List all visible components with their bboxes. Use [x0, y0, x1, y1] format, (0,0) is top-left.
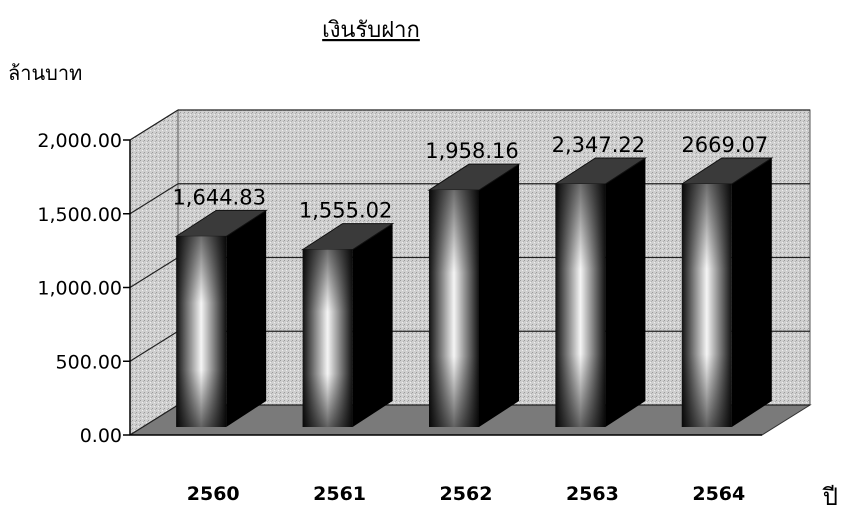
- y-tick-label: 0.00: [80, 425, 122, 447]
- data-label: 2,347.22: [552, 133, 646, 157]
- x-tick-labels: 2560 2561 2562 2563 2564: [187, 483, 745, 505]
- bar-shade: [681, 184, 732, 427]
- x-tick-label: 2563: [566, 483, 619, 505]
- x-tick-label: 2560: [187, 483, 240, 505]
- gridline-side: [129, 256, 179, 289]
- chart-title: เงินรับฝาก: [322, 18, 420, 43]
- data-label: 2669.07: [681, 133, 768, 157]
- bar-side: [605, 158, 646, 427]
- y-tick-labels: 0.00 500.00 1,000.00 1,500.00 2,000.00: [37, 130, 122, 447]
- gridline-side: [129, 109, 179, 141]
- x-tick-label: 2564: [692, 483, 745, 505]
- gridline-side: [129, 404, 179, 436]
- y-tick-label: 1,500.00: [37, 204, 122, 226]
- x-axis-label: ปี: [822, 483, 838, 511]
- x-tick-label: 2561: [313, 483, 366, 505]
- y-tick-label: 2,000.00: [37, 130, 122, 152]
- bar-side: [479, 164, 519, 428]
- bar-side: [226, 210, 267, 427]
- data-label: 1,644.83: [172, 185, 266, 209]
- bar-shade: [555, 184, 606, 427]
- x-tick-label: 2562: [440, 483, 493, 505]
- bar-side: [731, 158, 772, 427]
- bar-top: [427, 163, 521, 191]
- bar: [680, 157, 774, 427]
- gridline-side: [129, 330, 179, 362]
- bar-side: [352, 223, 393, 427]
- bar: [174, 209, 268, 427]
- y-tick-label: 500.00: [56, 351, 122, 373]
- y-tick-label: 1,000.00: [37, 278, 122, 300]
- bars: [174, 157, 774, 428]
- bar: [427, 163, 521, 428]
- bar-shade: [429, 190, 479, 427]
- bar: [300, 223, 395, 427]
- axes: [123, 139, 762, 436]
- bar-shade: [176, 236, 227, 427]
- data-label: 1,555.02: [299, 199, 393, 223]
- gridline-side: [129, 183, 179, 215]
- bar-shade: [302, 249, 353, 427]
- data-label: 1,958.16: [425, 139, 519, 163]
- data-labels: 1,644.83 1,555.02 1,958.16 2,347.22 2669.07: [172, 133, 768, 223]
- y-axis-label: ล้านบาท: [8, 61, 82, 85]
- bar: [553, 157, 648, 427]
